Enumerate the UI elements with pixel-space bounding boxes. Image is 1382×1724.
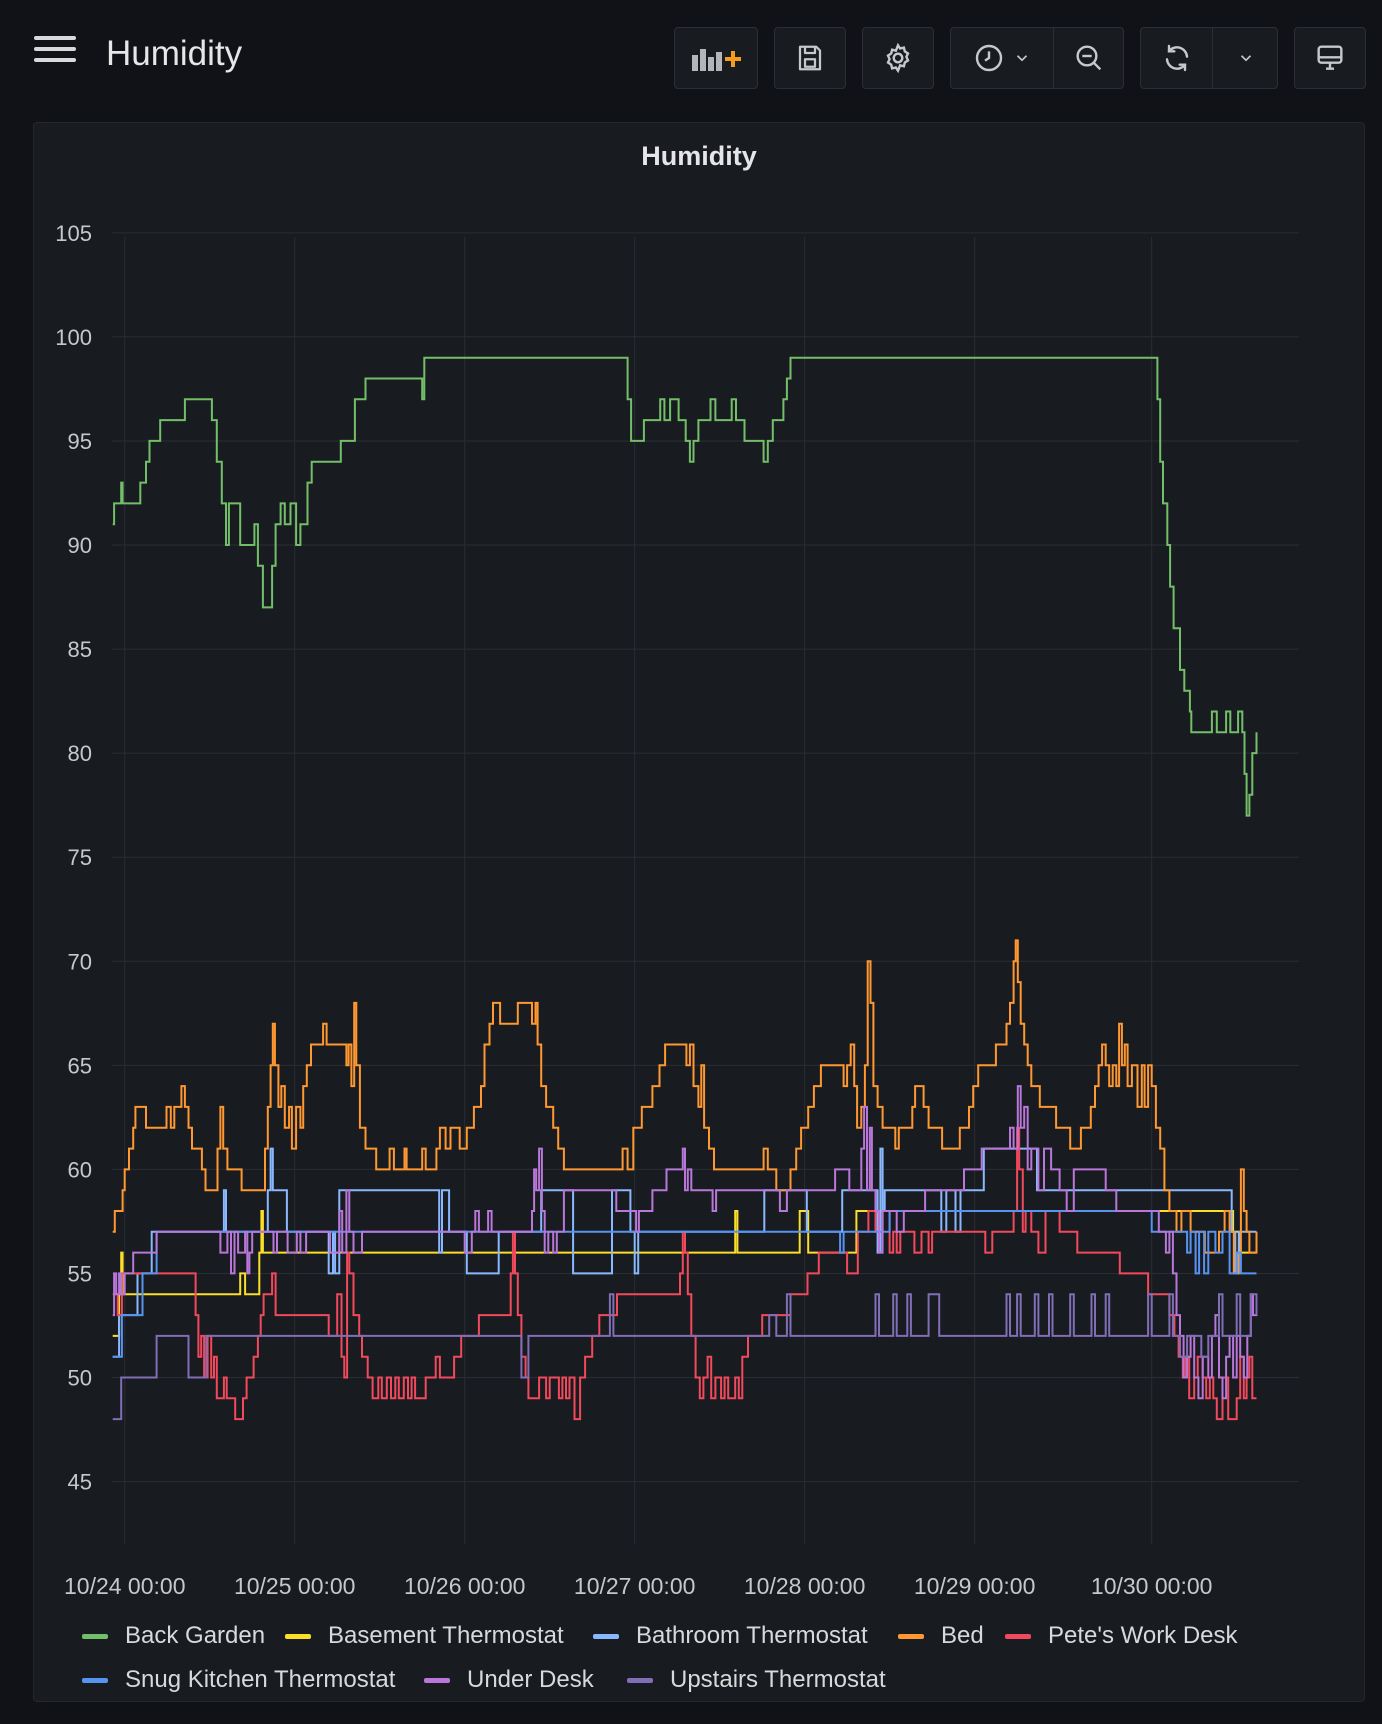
- time-controls-group: [950, 27, 1124, 89]
- x-tick-label: 10/25 00:00: [234, 1573, 356, 1599]
- legend-swatch: [285, 1633, 311, 1639]
- dashboard-settings-button[interactable]: [862, 27, 934, 89]
- legend-label: Back Garden: [125, 1622, 266, 1649]
- legend-swatch: [627, 1677, 653, 1683]
- y-tick-label: 105: [55, 221, 92, 246]
- x-tick-label: 10/24 00:00: [64, 1573, 186, 1599]
- save-icon: [798, 45, 822, 71]
- series-line-under-desk[interactable]: [112, 1085, 1258, 1400]
- refresh-button[interactable]: [1141, 28, 1212, 88]
- y-tick-label: 55: [68, 1261, 92, 1286]
- legend-label: Basement Thermostat: [328, 1622, 564, 1649]
- y-tick-label: 80: [68, 741, 92, 766]
- y-tick-label: 90: [68, 533, 92, 558]
- legend-label: Bed: [941, 1622, 984, 1649]
- legend-swatch: [1005, 1633, 1031, 1639]
- x-tick-label: 10/29 00:00: [914, 1573, 1036, 1599]
- add-panel-button[interactable]: [674, 27, 758, 89]
- legend-swatch: [424, 1677, 450, 1683]
- legend-item-pete-s-work-desk[interactable]: Pete's Work Desk: [1005, 1622, 1238, 1650]
- top-navbar: Humidity: [0, 0, 1382, 118]
- view-mode-button[interactable]: [1294, 27, 1366, 89]
- x-tick-label: 10/28 00:00: [744, 1573, 866, 1599]
- refresh-controls-group: [1140, 27, 1278, 89]
- legend-swatch: [82, 1633, 108, 1639]
- bar-chart-plus-icon: [692, 49, 741, 71]
- legend-item-bathroom-thermostat[interactable]: Bathroom Thermostat: [593, 1622, 868, 1650]
- chevron-down-icon: [1016, 55, 1028, 62]
- legend-item-bed[interactable]: Bed: [898, 1622, 984, 1650]
- x-tick-label: 10/26 00:00: [404, 1573, 526, 1599]
- legend-label: Bathroom Thermostat: [636, 1622, 868, 1649]
- legend-swatch: [593, 1633, 619, 1639]
- series-line-upstairs-thermostat[interactable]: [112, 1293, 1258, 1421]
- panel-title[interactable]: Humidity: [641, 141, 757, 171]
- refresh-icon: [1165, 44, 1188, 72]
- menu-icon[interactable]: [34, 36, 76, 68]
- y-tick-label: 85: [68, 637, 92, 662]
- monitor-icon: [1317, 45, 1343, 70]
- series-line-back-garden[interactable]: [112, 356, 1258, 817]
- legend-label: Pete's Work Desk: [1048, 1622, 1238, 1649]
- dashboard-title: Humidity: [106, 34, 243, 73]
- legend-swatch: [82, 1677, 108, 1683]
- toolbar-divider: [1053, 28, 1054, 88]
- y-tick-label: 45: [68, 1470, 92, 1495]
- series-line-bed[interactable]: [112, 939, 1258, 1275]
- legend-item-upstairs-thermostat[interactable]: Upstairs Thermostat: [627, 1666, 886, 1694]
- refresh-interval-dropdown[interactable]: [1213, 28, 1278, 88]
- y-tick-label: 95: [68, 429, 92, 454]
- series-line-pete-s-work-desk[interactable]: [112, 1126, 1257, 1421]
- series-line-bathroom-thermostat[interactable]: [112, 1147, 1257, 1358]
- y-tick-label: 100: [55, 325, 92, 350]
- y-tick-label: 65: [68, 1053, 92, 1078]
- graph-panel: Humidity: [33, 122, 1365, 1702]
- x-tick-label: 10/27 00:00: [574, 1573, 696, 1599]
- legend-label: Snug Kitchen Thermostat: [125, 1666, 396, 1693]
- x-tick-label: 10/30 00:00: [1091, 1573, 1213, 1599]
- legend-label: Upstairs Thermostat: [670, 1666, 886, 1693]
- gear-icon: [886, 42, 910, 74]
- zoom-out-icon: [1076, 45, 1102, 71]
- legend-item-back-garden[interactable]: Back Garden: [82, 1622, 265, 1650]
- y-tick-label: 60: [68, 1157, 92, 1182]
- y-tick-label: 75: [68, 845, 92, 870]
- legend-item-snug-kitchen-thermostat[interactable]: Snug Kitchen Thermostat: [82, 1666, 395, 1694]
- legend-swatch: [898, 1633, 924, 1639]
- toolbar-divider: [1212, 28, 1213, 88]
- save-dashboard-button[interactable]: [774, 27, 846, 89]
- chevron-down-icon: [1240, 55, 1251, 62]
- legend-label: Under Desk: [467, 1666, 594, 1693]
- y-tick-label: 70: [68, 949, 92, 974]
- clock-icon: [975, 44, 1003, 72]
- zoom-out-button[interactable]: [1054, 28, 1124, 88]
- legend-item-under-desk[interactable]: Under Desk: [424, 1666, 594, 1694]
- y-tick-label: 50: [68, 1366, 92, 1391]
- legend-item-basement-thermostat[interactable]: Basement Thermostat: [285, 1622, 564, 1650]
- time-picker-button[interactable]: [951, 28, 1053, 88]
